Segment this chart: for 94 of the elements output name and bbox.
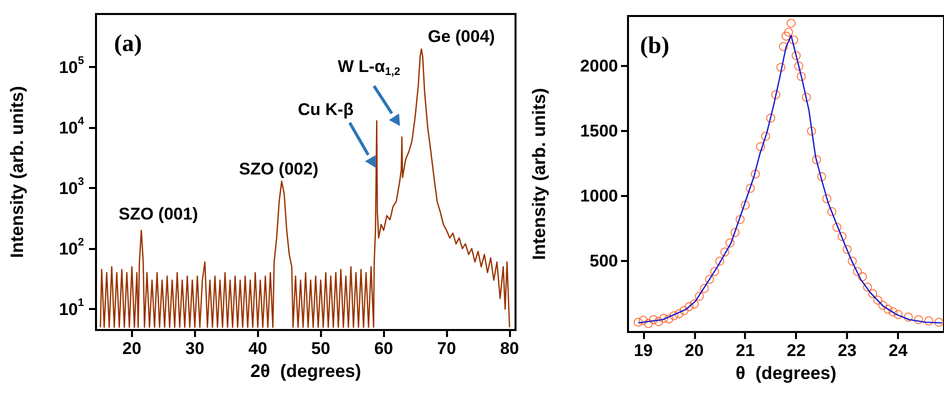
x-tick-label: 21 (736, 341, 755, 360)
point (792, 51, 801, 60)
point (822, 194, 832, 204)
annotation: SZO (002) (239, 158, 318, 178)
line-series (638, 34, 943, 324)
point (766, 114, 776, 123)
point (894, 310, 903, 319)
x-axis-title: θ (degrees) (736, 363, 836, 383)
point (789, 36, 798, 45)
point (888, 307, 898, 316)
point (756, 142, 766, 152)
x-tick-label: 80 (500, 339, 520, 358)
point (664, 314, 674, 324)
point (924, 316, 934, 326)
annotation: SZO (001) (118, 204, 198, 223)
point (746, 184, 755, 193)
point (750, 170, 760, 178)
point (736, 215, 745, 224)
point (684, 302, 694, 312)
annotation: (a) (114, 31, 142, 57)
point (784, 28, 794, 37)
point (680, 306, 689, 316)
annotation: W L-α$_{1,2}$ (338, 56, 400, 78)
point (674, 309, 684, 318)
point (715, 256, 724, 266)
x-axis-title: 2θ (degrees) (250, 360, 362, 381)
point (761, 132, 770, 141)
point (842, 244, 852, 254)
annotation: (b) (640, 33, 670, 59)
x-tick-label: 70 (437, 339, 456, 358)
point (730, 228, 740, 238)
y-tick-label: 10$^{3}$ (58, 176, 84, 198)
point (873, 296, 882, 305)
point (710, 267, 720, 276)
point (771, 90, 780, 100)
point (878, 300, 888, 310)
y-axis-title: Intensity (arb. units) (529, 88, 549, 260)
point (778, 42, 788, 52)
annotation: Cu K-β (298, 99, 354, 118)
y-tick-label: 10$^{4}$ (58, 116, 85, 138)
point (654, 317, 664, 326)
x-tick-label: 20 (122, 339, 142, 358)
x-tick-label: 50 (311, 339, 330, 358)
x-tick-label: 40 (248, 339, 268, 358)
point (806, 126, 816, 136)
point (904, 312, 913, 322)
y-axis-title: Intensity (arb. units) (7, 86, 27, 258)
point (669, 311, 678, 320)
y-tick-label: 10$^{2}$ (58, 236, 84, 258)
point (794, 62, 804, 71)
point (827, 207, 836, 216)
y-tick-label: 10$^{1}$ (58, 297, 84, 319)
x-tick-label: 20 (684, 341, 704, 360)
point (782, 32, 790, 41)
y-tick-label: 10$^{5}$ (58, 55, 84, 77)
point (796, 72, 806, 81)
point (648, 315, 658, 324)
point (659, 314, 668, 323)
point (776, 62, 786, 72)
x-tick-label: 60 (374, 339, 394, 358)
y-tick-label: 1500 (580, 122, 618, 141)
point (700, 284, 709, 293)
point (786, 18, 796, 28)
annotation: Ge (004) (428, 26, 495, 46)
point (740, 200, 750, 210)
x-tick-label: 30 (185, 339, 204, 358)
point (852, 267, 862, 276)
point (868, 289, 878, 298)
point (848, 256, 857, 266)
point (694, 292, 704, 301)
point (634, 318, 643, 327)
x-tick-label: 23 (838, 341, 857, 360)
point (817, 172, 826, 182)
point (644, 319, 653, 328)
point (883, 304, 892, 314)
x-tick-label: 24 (888, 341, 908, 360)
y-tick-label: 1000 (580, 186, 618, 206)
point (858, 272, 867, 282)
point (832, 222, 842, 232)
point (725, 238, 734, 248)
point (720, 248, 730, 257)
point (838, 232, 847, 241)
point (802, 92, 811, 102)
point (638, 316, 648, 325)
point (812, 155, 822, 164)
point (934, 318, 944, 327)
point (863, 282, 872, 292)
y-tick-label: 2000 (580, 56, 618, 76)
y-tick-label: 500 (590, 252, 618, 271)
x-tick-label: 22 (786, 341, 806, 360)
point (705, 274, 714, 284)
x-tick-label: 19 (634, 341, 653, 360)
point (690, 300, 699, 309)
point (914, 315, 924, 324)
